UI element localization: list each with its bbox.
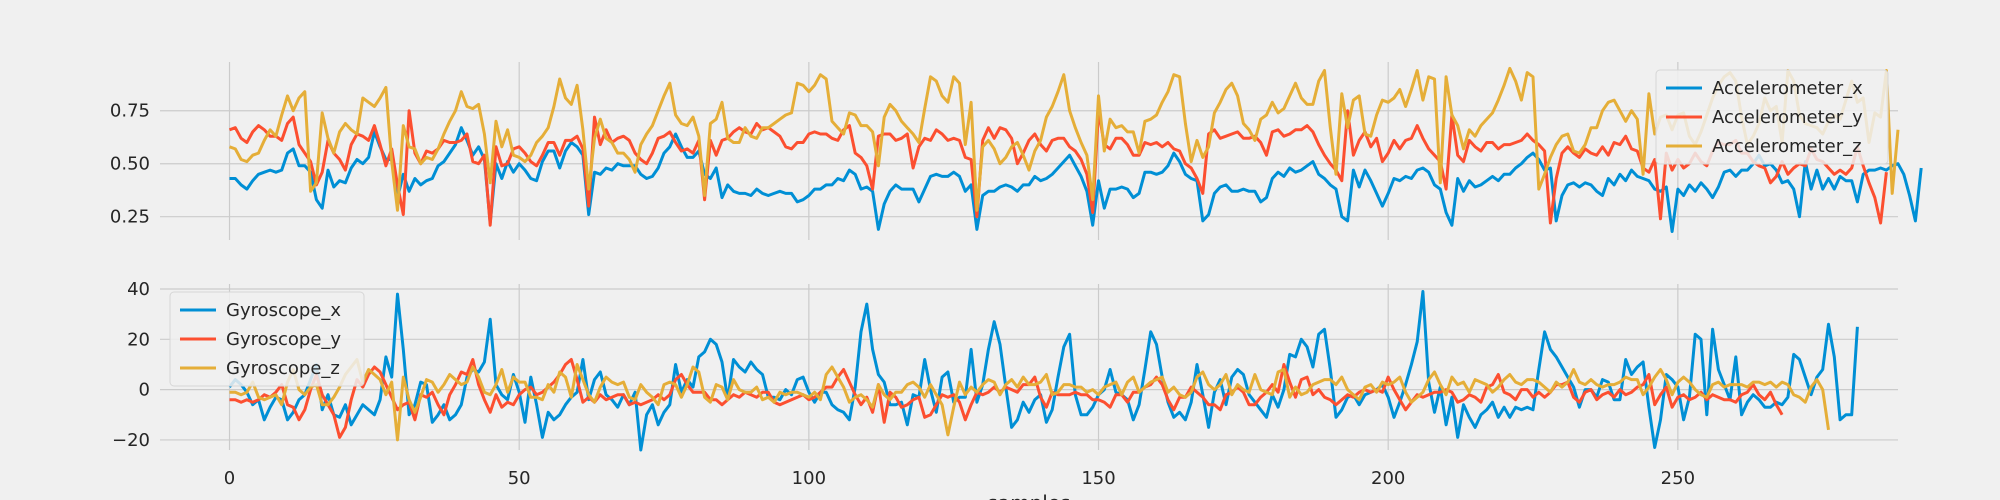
x-tick-label: 50 <box>508 468 531 489</box>
y-tick-label: 40 <box>127 279 150 300</box>
legend-label: Accelerometer_x <box>1712 78 1863 99</box>
series-line-gyroscope-z <box>229 358 1830 442</box>
gyroscope-panel: −20 0 20 40 0 50 100 150 200 250 samples Gyroscope_… <box>112 279 1898 500</box>
legend-label: Accelerometer_z <box>1712 136 1862 157</box>
y-tick-label: 20 <box>127 329 150 350</box>
legend-label: Gyroscope_x <box>226 300 341 321</box>
legend: Accelerometer_x Accelerometer_y Accelerome… <box>1655 69 1889 165</box>
legend-label: Accelerometer_y <box>1712 107 1863 128</box>
x-tick-label: 250 <box>1661 468 1695 489</box>
x-tick-label: 150 <box>1081 468 1115 489</box>
x-tick-label: 100 <box>792 468 826 489</box>
x-axis-label: samples <box>987 491 1070 500</box>
x-tick-label: 0 <box>224 468 235 489</box>
y-tick-label: −20 <box>112 430 150 451</box>
legend-frame <box>169 291 365 387</box>
x-tick-label: 200 <box>1371 468 1405 489</box>
legend-label: Gyroscope_y <box>226 329 341 350</box>
series-line-accelerometer-x <box>229 126 1923 233</box>
series-line-accelerometer-y <box>228 109 1888 227</box>
y-tick-label: 0.25 <box>110 207 150 228</box>
legend-frame <box>1655 69 1889 165</box>
legend-label: Gyroscope_z <box>226 358 340 379</box>
accelerometer-panel: 0.250.500.75Accelerometer_xAccelerometer… <box>110 62 1923 240</box>
y-tick-label: 0.75 <box>110 101 150 122</box>
series-line-accelerometer-z <box>228 66 1900 212</box>
y-tick-label: 0 <box>139 380 150 401</box>
y-tick-label: 0.50 <box>110 154 150 175</box>
legend: Gyroscope_x Gyroscope_y Gyroscope_z <box>169 291 365 387</box>
series-line-gyroscope-x <box>228 290 1859 452</box>
